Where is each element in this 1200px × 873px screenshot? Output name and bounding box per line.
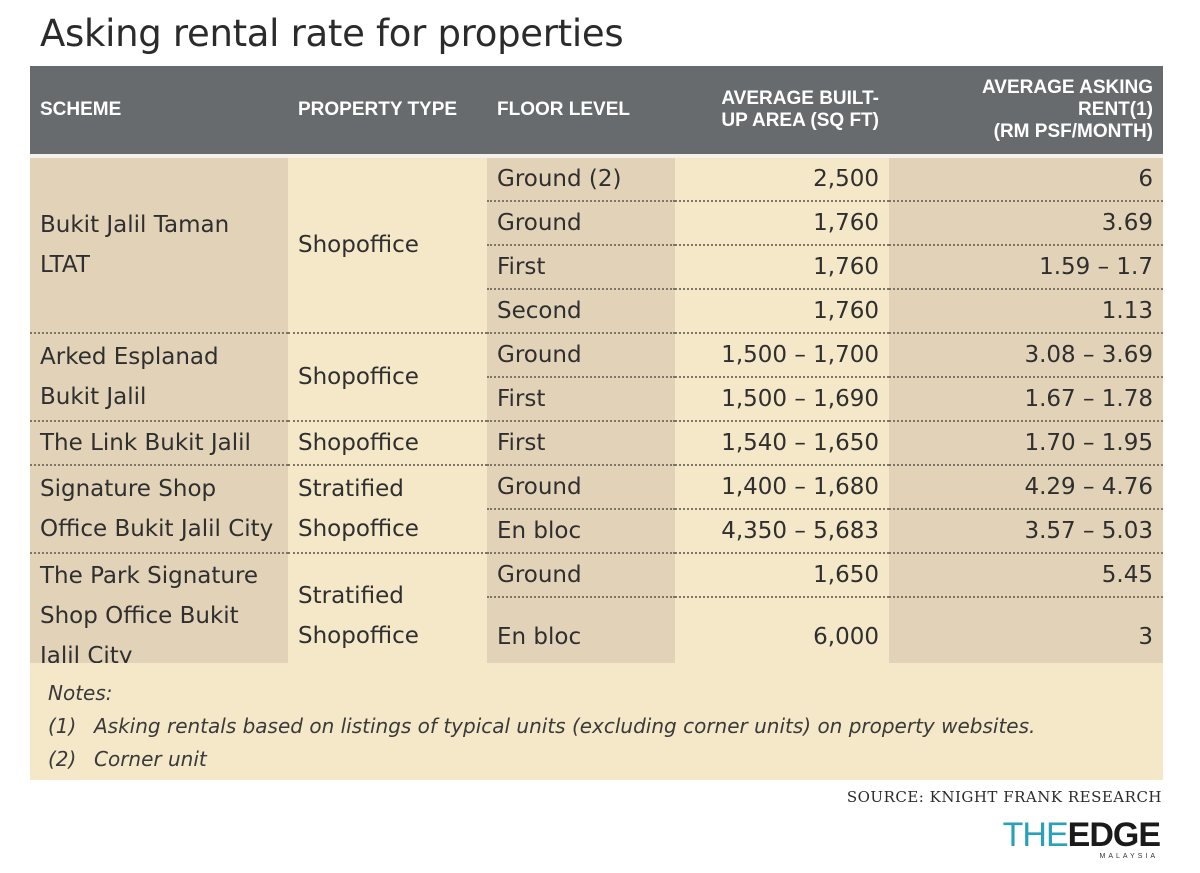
floor-level-cell: First: [487, 244, 675, 289]
rent-cell: 4.29 – 4.76: [889, 464, 1163, 509]
floor-level-cell: Ground: [487, 200, 675, 245]
scheme-cell: Bukit Jalil Taman LTAT: [30, 156, 288, 333]
floor-level-cell: First: [487, 420, 675, 465]
notes-box: Notes: (1) Asking rentals based on listi…: [30, 663, 1163, 780]
logo-wordmark: THEEDGE: [1002, 816, 1161, 854]
floor-level-cell: Ground: [487, 332, 675, 377]
note-number: (1): [48, 714, 77, 738]
table-row: Bukit Jalil Taman LTAT Shopoffice Ground…: [30, 156, 1163, 333]
note-number: (2): [48, 747, 77, 771]
area-cell: 1,760: [675, 288, 889, 333]
area-cell: 1,500 – 1,690: [675, 376, 889, 421]
rent-cell: 3.57 – 5.03: [889, 508, 1163, 553]
rental-rate-table: SCHEME PROPERTY TYPE FLOOR LEVEL AVERAGE…: [30, 66, 1163, 678]
notes-heading: Notes:: [48, 681, 113, 705]
scheme-cell: The Park Signature Shop Office Bukit Jal…: [30, 552, 288, 677]
header-row: SCHEME PROPERTY TYPE FLOOR LEVEL AVERAGE…: [30, 66, 1163, 156]
note-item: (1) Asking rentals based on listings of …: [48, 710, 1145, 743]
area-cell: 2,500: [675, 156, 889, 201]
property-type-cell: Shopoffice: [288, 420, 487, 465]
area-cell: 1,400 – 1,680: [675, 464, 889, 509]
table-row: En bloc 4,350 – 5,683 3.57 – 5.03: [30, 508, 1163, 553]
floor-level-cell: Ground: [487, 552, 675, 597]
area-cell: 1,650: [675, 552, 889, 597]
table-row: Ground 1,760 3.69: [30, 200, 1163, 245]
area-cell: 1,760: [675, 200, 889, 245]
page-title: Asking rental rate for properties: [40, 12, 624, 55]
table-header: SCHEME PROPERTY TYPE FLOOR LEVEL AVERAGE…: [30, 66, 1163, 156]
property-type-cell: Stratified Shopoffice: [288, 552, 487, 677]
header-average-rent: AVERAGE ASKING RENT(1) (RM PSF/MONTH): [889, 66, 1163, 156]
header-floor-level: FLOOR LEVEL: [487, 66, 675, 156]
floor-level-cell: Second: [487, 288, 675, 333]
rent-cell: 6: [889, 156, 1163, 201]
table-row: First 1,760 1.59 – 1.7: [30, 244, 1163, 289]
property-type-cell: Shopoffice: [288, 156, 487, 333]
area-cell: 1,760: [675, 244, 889, 289]
logo-subtitle: MALAYSIA: [1099, 853, 1158, 860]
note-text: Asking rentals based on listings of typi…: [94, 714, 1036, 738]
rent-cell: 1.59 – 1.7: [889, 244, 1163, 289]
rent-cell: 1.67 – 1.78: [889, 376, 1163, 421]
property-type-cell: Shopoffice: [288, 332, 487, 421]
rent-cell: 3.08 – 3.69: [889, 332, 1163, 377]
rent-cell: 3.69: [889, 200, 1163, 245]
scheme-cell: Arked Esplanad Bukit Jalil: [30, 332, 288, 421]
floor-level-cell: Ground (2): [487, 156, 675, 201]
the-edge-logo: THEEDGE MALAYSIA: [1002, 816, 1161, 860]
floor-level-cell: En bloc: [487, 508, 675, 553]
scheme-cell: Signature Shop Office Bukit Jalil City: [30, 464, 288, 553]
table-row: Arked Esplanad Bukit Jalil Shopoffice Gr…: [30, 332, 1163, 421]
note-text: Corner unit: [94, 747, 207, 771]
rent-cell: 5.45: [889, 552, 1163, 597]
floor-level-cell: Ground: [487, 464, 675, 509]
logo-edge: EDGE: [1067, 816, 1161, 854]
note-item: (2) Corner unit: [48, 743, 1145, 776]
table-body: Bukit Jalil Taman LTAT Shopoffice Ground…: [30, 156, 1163, 678]
area-cell: 1,500 – 1,700: [675, 332, 889, 377]
scheme-cell: The Link Bukit Jalil: [30, 420, 288, 465]
rent-cell: 1.70 – 1.95: [889, 420, 1163, 465]
table-row: First 1,500 – 1,690 1.67 – 1.78: [30, 376, 1163, 421]
floor-level-cell: First: [487, 376, 675, 421]
source-credit: SOURCE: KNIGHT FRANK RESEARCH: [846, 788, 1162, 806]
table-row: The Park Signature Shop Office Bukit Jal…: [30, 552, 1163, 677]
property-type-cell: Stratified Shopoffice: [288, 464, 487, 553]
table-row: Signature Shop Office Bukit Jalil City S…: [30, 464, 1163, 553]
table-row: Second 1,760 1.13: [30, 288, 1163, 333]
header-property-type: PROPERTY TYPE: [288, 66, 487, 156]
rent-cell: 1.13: [889, 288, 1163, 333]
area-cell: 4,350 – 5,683: [675, 508, 889, 553]
header-scheme: SCHEME: [30, 66, 288, 156]
logo-the: THE: [1002, 816, 1069, 854]
area-cell: 1,540 – 1,650: [675, 420, 889, 465]
table-row: The Link Bukit Jalil Shopoffice First 1,…: [30, 420, 1163, 465]
header-average-area: AVERAGE BUILT- UP AREA (SQ FT): [675, 66, 889, 156]
